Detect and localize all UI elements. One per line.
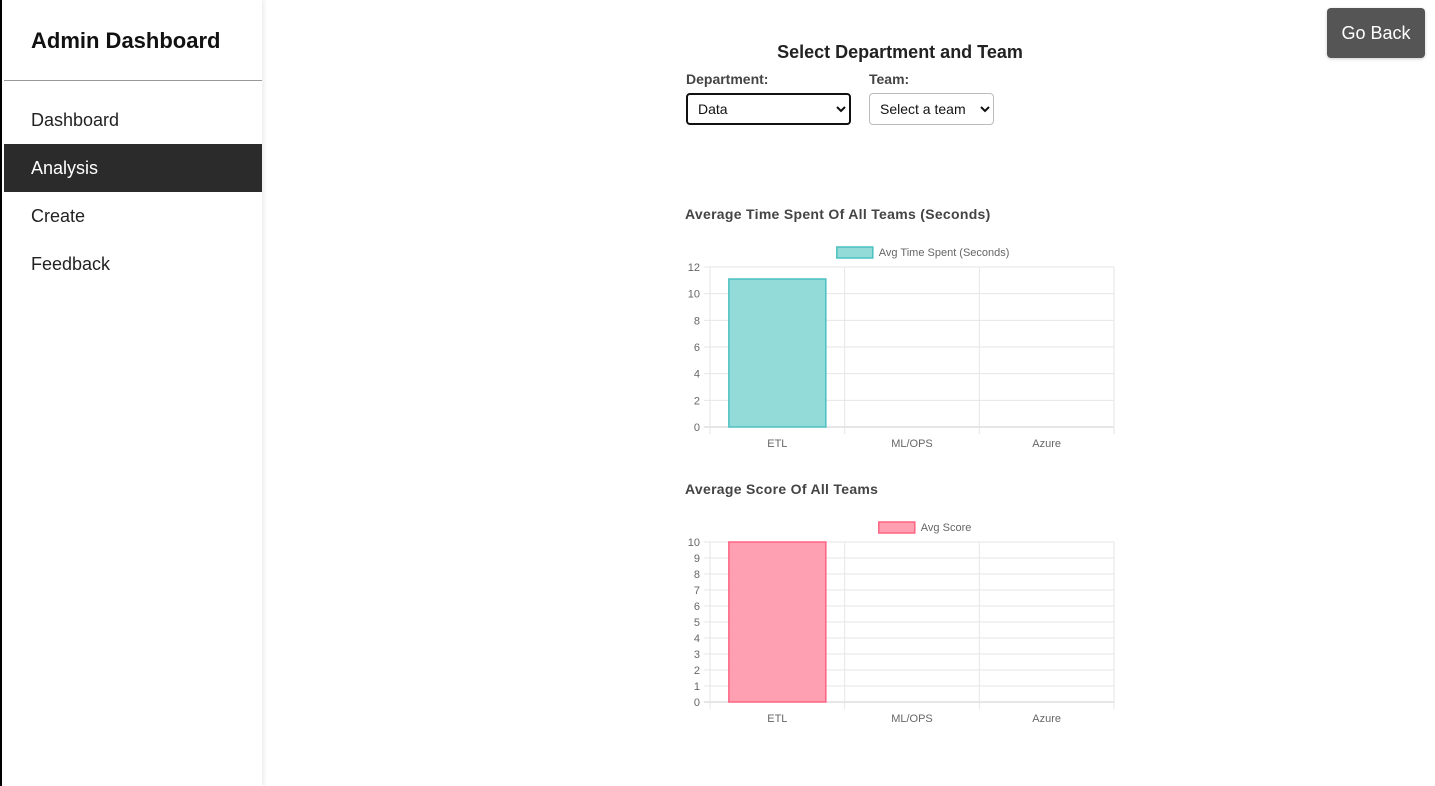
chart-legend: Avg Time Spent (Seconds) (836, 246, 1010, 259)
department-select[interactable]: Data (686, 93, 851, 125)
legend-label: Avg Score (921, 522, 972, 534)
x-tick-label: Azure (1032, 713, 1061, 725)
sidebar-nav: Dashboard Analysis Create Feedback (4, 96, 262, 288)
y-tick-label: 4 (694, 633, 700, 645)
y-tick-label: 12 (688, 262, 700, 274)
sidebar-item-create[interactable]: Create (31, 206, 86, 226)
sidebar-item-analysis[interactable]: Analysis (4, 144, 262, 192)
x-tick-label: ML/OPS (891, 438, 933, 450)
team-select[interactable]: Select a team (869, 93, 994, 125)
y-tick-label: 8 (694, 315, 700, 327)
x-tick-label: ETL (767, 438, 787, 450)
department-field: Department: Data (686, 71, 851, 125)
sidebar-item-feedback[interactable]: Feedback (31, 254, 111, 274)
y-tick-label: 9 (694, 553, 700, 565)
legend-swatch (878, 521, 916, 534)
chart-legend: Avg Score (878, 521, 972, 534)
x-tick-label: ETL (767, 713, 787, 725)
time-spent-bar-chart: Avg Time Spent (Seconds) 0 2 4 6 8 10 12 ETL ML/O… (688, 246, 1115, 450)
sidebar-item-dashboard[interactable]: Dashboard (31, 110, 120, 130)
score-chart-title: Average Score Of All Teams (685, 481, 879, 497)
team-label: Team: (869, 71, 910, 87)
department-label: Department: (686, 71, 769, 87)
sidebar: Admin Dashboard Dashboard Analysis Creat… (4, 0, 262, 786)
sidebar-title: Admin Dashboard (4, 0, 262, 81)
y-tick-label: 0 (694, 422, 700, 434)
legend-label: Avg Time Spent (Seconds) (879, 247, 1010, 259)
y-tick-label: 4 (694, 369, 700, 381)
score-bar-chart: Avg Score 0 1 2 3 4 5 6 7 8 9 10 ETL ML/OPS Azure (688, 521, 1115, 725)
x-tick-label: Azure (1032, 438, 1061, 450)
y-tick-label: 6 (694, 601, 700, 613)
y-tick-label: 7 (694, 585, 700, 597)
team-field: Team: Select a team (869, 71, 994, 125)
y-tick-label: 10 (688, 537, 700, 549)
selector-title: Select Department and Team (777, 42, 1023, 62)
y-tick-label: 0 (694, 697, 700, 709)
y-tick-label: 8 (694, 569, 700, 581)
bar-etl (728, 278, 827, 428)
y-tick-label: 3 (694, 649, 700, 661)
y-tick-label: 2 (694, 395, 700, 407)
go-back-button[interactable]: Go Back (1327, 8, 1425, 58)
legend-swatch (836, 246, 874, 259)
x-tick-label: ML/OPS (891, 713, 933, 725)
y-tick-label: 2 (694, 665, 700, 677)
y-tick-label: 6 (694, 342, 700, 354)
y-tick-label: 10 (688, 289, 700, 301)
y-tick-label: 1 (694, 681, 700, 693)
time-chart-title: Average Time Spent Of All Teams (Seconds… (685, 206, 991, 222)
bar-etl (728, 541, 827, 703)
y-tick-label: 5 (694, 617, 700, 629)
